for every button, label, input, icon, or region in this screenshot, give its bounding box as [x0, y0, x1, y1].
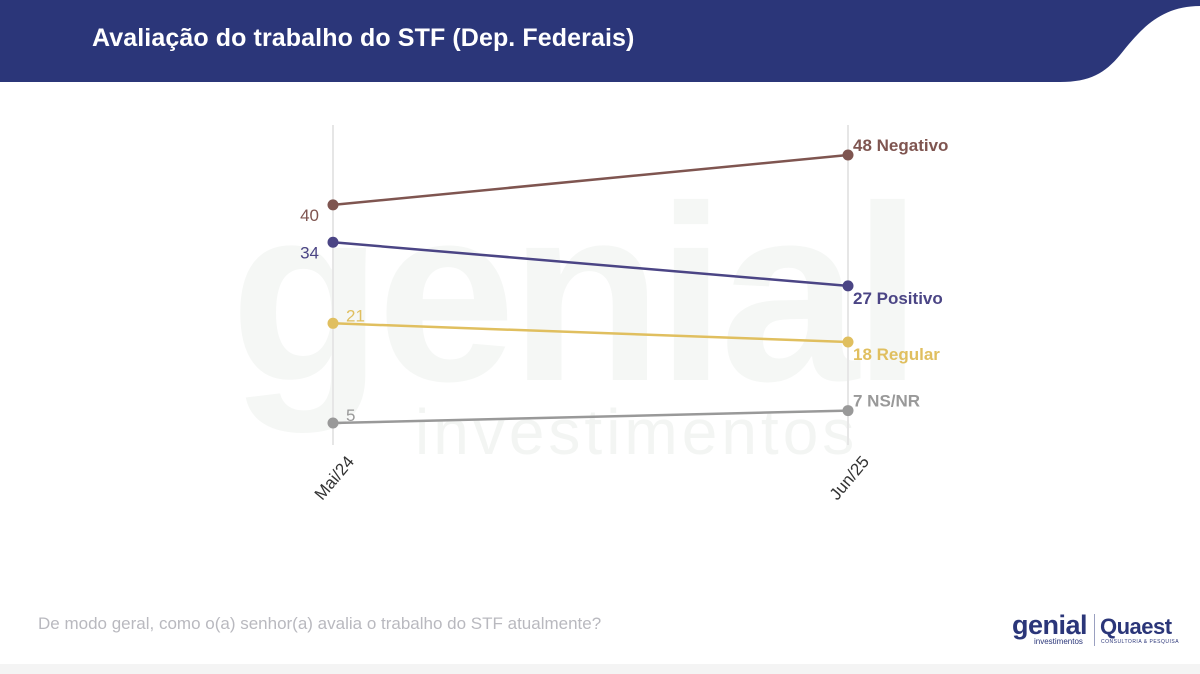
series-line-regular — [332, 322, 849, 344]
point-ns-nr-start — [327, 417, 339, 429]
data-label-regular-start: 21 — [346, 306, 365, 325]
point-negativo-end — [842, 149, 854, 161]
point-negativo-start — [327, 199, 339, 211]
data-label-negativo-end: 48 Negativo — [853, 136, 948, 155]
header-shape — [0, 0, 1200, 82]
data-label-regular-end: 18 Regular — [853, 345, 940, 364]
logo-divider — [1094, 614, 1095, 646]
brand-logos: genial investimentos Quaest CONSULTORIA … — [1010, 610, 1180, 650]
data-label-ns-nr-start: 5 — [346, 406, 355, 425]
x-tick-label-1: Jun/25 — [826, 452, 873, 503]
genial-logo: genial — [1012, 610, 1088, 640]
data-label-positivo-end: 27 Positivo — [853, 289, 943, 308]
point-positivo-start — [327, 236, 339, 248]
survey-question: De modo geral, como o(a) senhor(a) avali… — [38, 614, 602, 633]
series-line-negativo — [332, 153, 849, 207]
header-bar: Avaliação do trabalho do STF (Dep. Feder… — [0, 0, 1200, 82]
series-line-ns-nr — [332, 409, 849, 425]
genial-logo-subtitle: investimentos — [1034, 637, 1083, 646]
series-line-positivo — [332, 241, 849, 288]
point-ns-nr-end — [842, 405, 854, 417]
bottom-strip — [0, 664, 1200, 674]
point-regular-start — [327, 317, 339, 329]
point-positivo-end — [842, 280, 854, 292]
quaest-logo: Quaest — [1100, 614, 1172, 639]
page-title: Avaliação do trabalho do STF (Dep. Feder… — [92, 24, 635, 52]
data-label-positivo-start: 34 — [300, 243, 319, 262]
data-label-ns-nr-end: 7 NS/NR — [853, 392, 920, 411]
x-tick-label-0: Mai/24 — [311, 452, 358, 503]
point-regular-end — [842, 336, 854, 348]
quaest-logo-subtitle: CONSULTORIA & PESQUISA — [1101, 639, 1180, 645]
data-label-negativo-start: 40 — [300, 206, 319, 225]
